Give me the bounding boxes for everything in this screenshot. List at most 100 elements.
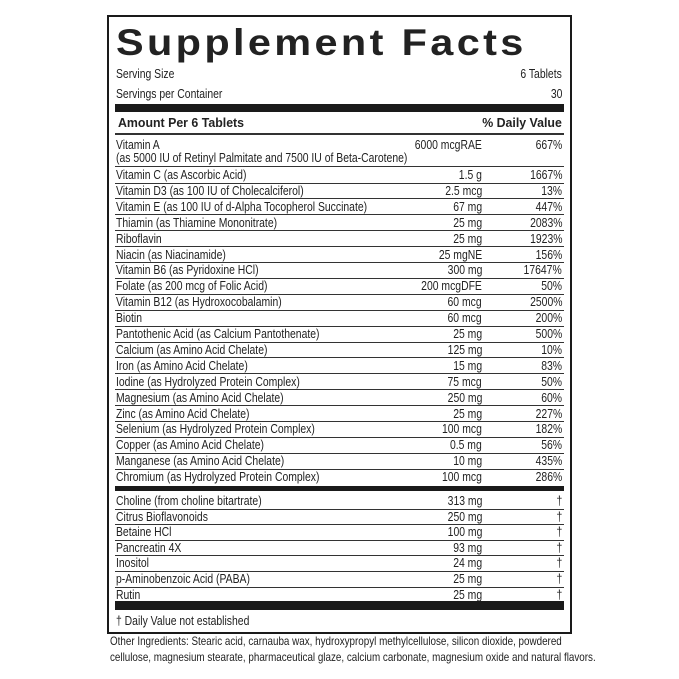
- nutrient-amount: 250 mg: [447, 389, 482, 405]
- nutrient-amount: 25 mg: [453, 230, 482, 246]
- nutrient-daily-value: †: [556, 539, 562, 555]
- supplement-facts-panel: Supplement Facts Serving Size 6 Tablets …: [107, 15, 572, 634]
- nutrient-daily-value: 2083%: [529, 214, 562, 230]
- nutrient-amount: 100 mcg: [442, 421, 482, 437]
- nutrient-daily-value: 60%: [541, 389, 562, 405]
- panel-title: Supplement Facts: [116, 22, 527, 63]
- divider: [115, 277, 564, 279]
- other-ingredients-line: cellulose, magnesium stearate, pharmaceu…: [110, 650, 596, 664]
- servings-per-container-value: 30: [550, 86, 562, 101]
- nutrient-name: Iodine (as Hydrolyzed Protein Complex): [116, 373, 300, 389]
- nutrient-daily-value: 200%: [535, 310, 562, 326]
- nutrient-daily-value: 56%: [541, 437, 562, 453]
- nutrient-daily-value: 1923%: [529, 230, 562, 246]
- nutrient-amount: 25 mg: [453, 586, 482, 602]
- divider: [115, 198, 564, 200]
- footnote: † Daily Value not established: [116, 613, 250, 628]
- nutrient-name: Niacin (as Niacinamide): [116, 246, 226, 262]
- nutrient-amount: 25 mg: [453, 571, 482, 586]
- nutrient-name: Chromium (as Hydrolyzed Protein Complex): [116, 469, 320, 485]
- nutrient-amount: 25 mg: [453, 405, 482, 421]
- nutrient-daily-value: 17647%: [523, 262, 562, 278]
- nutrient-daily-value: 182%: [535, 421, 562, 437]
- nutrient-daily-value: 447%: [535, 198, 562, 214]
- nutrient-daily-value: †: [556, 586, 562, 602]
- nutrient-daily-value: 2500%: [529, 294, 562, 310]
- divider: [115, 325, 564, 327]
- thick-divider: [115, 601, 564, 610]
- nutrient-name: Copper (as Amino Acid Chelate): [116, 437, 264, 453]
- nutrient-amount: 60 mcg: [447, 310, 482, 326]
- divider: [115, 508, 564, 510]
- nutrient-amount: 125 mg: [447, 341, 482, 357]
- serving-size-label: Serving Size: [116, 66, 175, 81]
- nutrient-name: Iron (as Amino Acid Chelate): [116, 357, 248, 373]
- nutrient-amount: 10 mg: [453, 453, 482, 469]
- nutrient-name: Pantothenic Acid (as Calcium Pantothenat…: [116, 326, 320, 341]
- divider: [115, 293, 564, 295]
- nutrient-daily-value: 50%: [541, 373, 562, 389]
- nutrient-name: Riboflavin: [116, 230, 162, 246]
- other-ingredients-line: Other Ingredients: Stearic acid, carnaub…: [110, 634, 562, 648]
- divider: [115, 230, 564, 232]
- nutrient-name: Biotin: [116, 310, 143, 326]
- other-ingredients: Other Ingredients: Stearic acid, carnaub…: [110, 633, 596, 665]
- divider: [115, 405, 564, 407]
- amount-header: Amount Per 6 Tablets: [118, 115, 245, 130]
- nutrient-amount: 0.5 mg: [450, 437, 482, 453]
- divider: [115, 166, 564, 167]
- nutrient-amount: 75 mcg: [447, 373, 482, 389]
- nutrient-name: p-Aminobenzoic Acid (PABA): [116, 571, 250, 586]
- nutrient-name: Betaine HCl: [116, 524, 172, 540]
- divider: [115, 182, 564, 184]
- nutrient-daily-value: 500%: [535, 326, 562, 341]
- divider: [115, 214, 564, 216]
- nutrient-daily-value: 227%: [535, 405, 562, 421]
- nutrient-daily-value: †: [556, 555, 562, 571]
- nutrient-name: Vitamin B6 (as Pyridoxine HCl): [116, 262, 259, 278]
- nutrient-amount: 250 mg: [447, 508, 482, 524]
- nutrient-daily-value: †: [556, 571, 562, 586]
- servings-per-container-label: Servings per Container: [116, 86, 223, 101]
- daily-value-header: % Daily Value: [482, 115, 562, 130]
- nutrient-amount: 24 mg: [453, 555, 482, 571]
- divider: [115, 309, 564, 311]
- divider: [115, 133, 564, 135]
- nutrient-amount: 67 mg: [453, 198, 482, 214]
- vitamin-a-amount: 6000 mcgRAE: [414, 137, 482, 152]
- nutrient-daily-value: 286%: [535, 469, 562, 485]
- divider: [115, 357, 564, 359]
- nutrient-amount: 100 mg: [447, 524, 482, 540]
- nutrient-amount: 25 mg: [453, 214, 482, 230]
- vitamin-a-detail: (as 5000 IU of Retinyl Palmitate and 750…: [116, 150, 408, 165]
- divider: [115, 389, 564, 391]
- nutrient-name: Vitamin E (as 100 IU of d-Alpha Tocopher…: [116, 198, 368, 214]
- divider: [115, 262, 564, 263]
- nutrient-amount: 200 mcgDFE: [421, 278, 482, 294]
- nutrient-name: Vitamin C (as Ascorbic Acid): [116, 167, 247, 182]
- serving-size-value: 6 Tablets: [520, 66, 562, 81]
- nutrient-daily-value: 156%: [535, 246, 562, 262]
- nutrient-amount: 60 mcg: [447, 294, 482, 310]
- nutrient-amount: 25 mgNE: [438, 246, 482, 262]
- divider: [115, 373, 564, 375]
- nutrient-name: Calcium (as Amino Acid Chelate): [116, 341, 268, 357]
- divider: [115, 421, 564, 422]
- nutrient-amount: 25 mg: [453, 326, 482, 341]
- divider: [115, 468, 564, 470]
- nutrient-amount: 1.5 g: [458, 167, 482, 182]
- nutrient-name: Pancreatin 4X: [116, 539, 182, 555]
- nutrient-daily-value: 13%: [541, 182, 562, 198]
- nutrient-daily-value: 1667%: [529, 167, 562, 182]
- thick-divider: [115, 104, 564, 112]
- nutrient-amount: 300 mg: [447, 262, 482, 278]
- divider: [115, 555, 564, 557]
- nutrient-name: Thiamin (as Thiamine Mononitrate): [116, 214, 278, 230]
- nutrient-name: Vitamin B12 (as Hydroxocobalamin): [116, 294, 282, 310]
- nutrient-name: Manganese (as Amino Acid Chelate): [116, 453, 285, 469]
- nutrient-daily-value: 10%: [541, 341, 562, 357]
- nutrient-daily-value: †: [556, 524, 562, 540]
- nutrient-daily-value: 435%: [535, 453, 562, 469]
- divider: [115, 452, 564, 454]
- nutrient-amount: 313 mg: [447, 493, 482, 508]
